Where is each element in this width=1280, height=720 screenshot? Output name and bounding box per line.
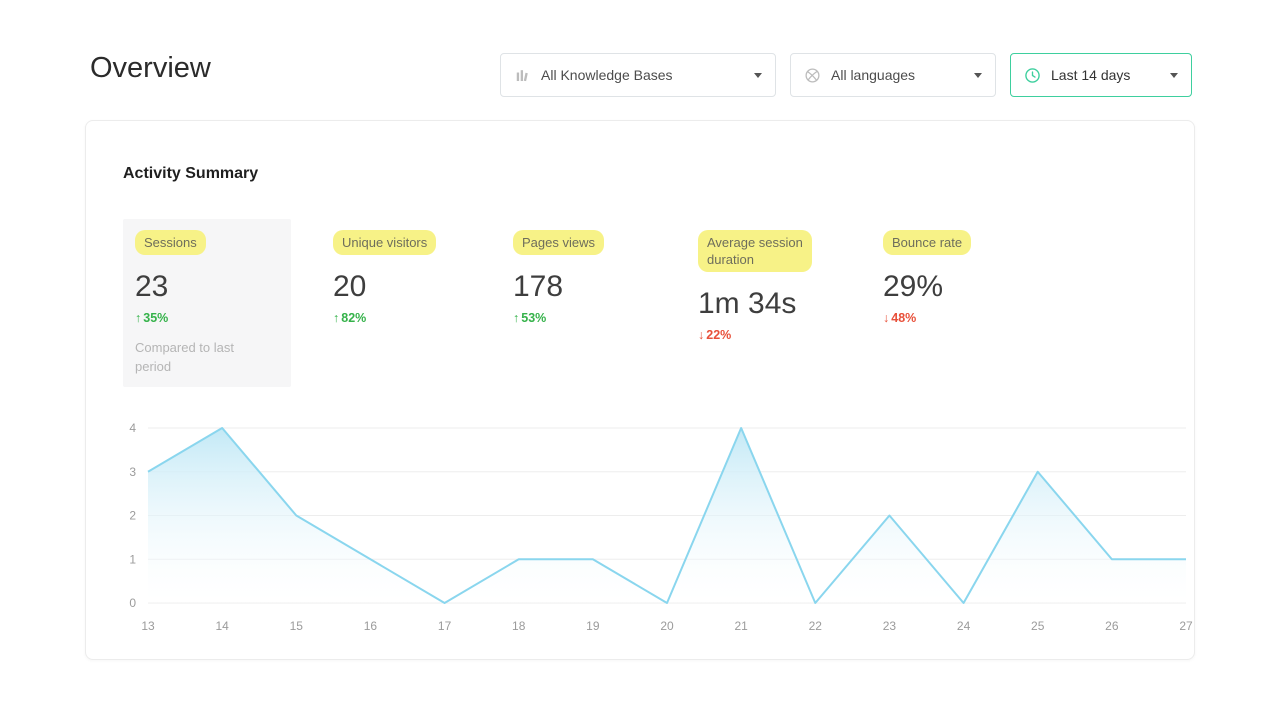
trend: ↑ 53%	[513, 311, 667, 325]
trend-value: 53%	[521, 311, 547, 325]
metric-label: Pages views	[513, 230, 604, 255]
metric-label: Bounce rate	[883, 230, 972, 255]
metric-pages-views[interactable]: Pages views 178 ↑ 53%	[501, 219, 679, 336]
metric-note: Compared to last period	[135, 340, 234, 374]
trend-value: 48%	[891, 311, 917, 325]
x-axis-tick: 27	[1179, 619, 1193, 633]
metric-label: Unique visitors	[333, 230, 437, 255]
languages-label: All languages	[831, 67, 916, 83]
date-range-label: Last 14 days	[1051, 67, 1131, 83]
trend: ↑ 35%	[135, 311, 279, 325]
metric-bounce-rate[interactable]: Bounce rate 29% ↓ 48%	[871, 219, 1049, 336]
metric-value: 29%	[883, 270, 944, 303]
activity-summary-card: Activity Summary Sessions 23 ↑ 35% Compar…	[85, 120, 1195, 660]
metric-average-session-duration[interactable]: Average session duration 1m 34s ↓ 22%	[686, 219, 864, 353]
trend-value: 82%	[341, 311, 367, 325]
x-axis-tick: 19	[586, 619, 600, 633]
chart-line	[147, 427, 1186, 604]
x-axis-tick: 24	[957, 619, 971, 633]
x-axis-tick: 17	[438, 619, 452, 633]
y-axis-tick: 0	[129, 596, 136, 610]
x-axis-tick: 23	[883, 619, 897, 633]
x-axis-tick: 15	[290, 619, 304, 633]
clock-icon	[1024, 67, 1041, 84]
x-axis-tick: 14	[215, 619, 229, 633]
x-axis-tick: 18	[512, 619, 526, 633]
sessions-area-chart: 0 1 2 3 4 13 14 15 16 17 18 19 20 21 22 23 24 25 26 27	[114, 414, 1206, 639]
metric-unique-visitors[interactable]: Unique visitors 20 ↑ 82%	[321, 219, 499, 336]
activity-summary-title: Activity Summary	[123, 165, 259, 182]
knowledge-bases-label: All Knowledge Bases	[541, 67, 673, 83]
x-axis-tick: 25	[1031, 619, 1045, 633]
metric-value: 178	[513, 270, 564, 303]
y-axis-tick: 1	[129, 552, 136, 566]
trend-value: 35%	[143, 311, 169, 325]
metric-value: 23	[135, 270, 169, 303]
trend-value: 22%	[706, 328, 732, 342]
metric-value: 20	[333, 270, 367, 303]
metric-label: Sessions	[135, 230, 206, 255]
trend-arrow: ↑	[135, 311, 142, 325]
y-axis-tick: 4	[129, 421, 136, 435]
trend: ↑ 82%	[333, 311, 487, 325]
trend: ↓ 48%	[883, 311, 1037, 325]
x-axis-tick: 21	[734, 619, 748, 633]
page-title: Overview	[90, 52, 211, 84]
trend-arrow: ↓	[883, 311, 890, 325]
chevron-down-icon	[1170, 72, 1178, 78]
trend-arrow: ↑	[513, 311, 520, 325]
chevron-down-icon	[974, 72, 982, 78]
x-axis-tick: 16	[364, 619, 378, 633]
x-axis-tick: 13	[141, 619, 155, 633]
knowledge-bases-select[interactable]: All Knowledge Bases	[500, 53, 776, 97]
y-axis-tick: 2	[129, 509, 136, 523]
metric-sessions[interactable]: Sessions 23 ↑ 35% Compared to last period	[123, 219, 291, 387]
x-axis-tick: 22	[809, 619, 823, 633]
trend-arrow: ↓	[698, 328, 705, 342]
trend-arrow: ↑	[333, 311, 340, 325]
knowledge-base-icon	[514, 67, 531, 84]
languages-select[interactable]: All languages	[790, 53, 996, 97]
x-axis-tick: 20	[660, 619, 674, 633]
trend: ↓ 22%	[698, 328, 852, 342]
globe-icon	[804, 67, 821, 84]
date-range-select[interactable]: Last 14 days	[1010, 53, 1192, 97]
chevron-down-icon	[754, 72, 762, 78]
y-axis-tick: 3	[129, 465, 136, 479]
x-axis-tick: 26	[1105, 619, 1119, 633]
metric-label: Average session duration	[698, 230, 812, 272]
metric-value: 1m 34s	[698, 287, 797, 320]
